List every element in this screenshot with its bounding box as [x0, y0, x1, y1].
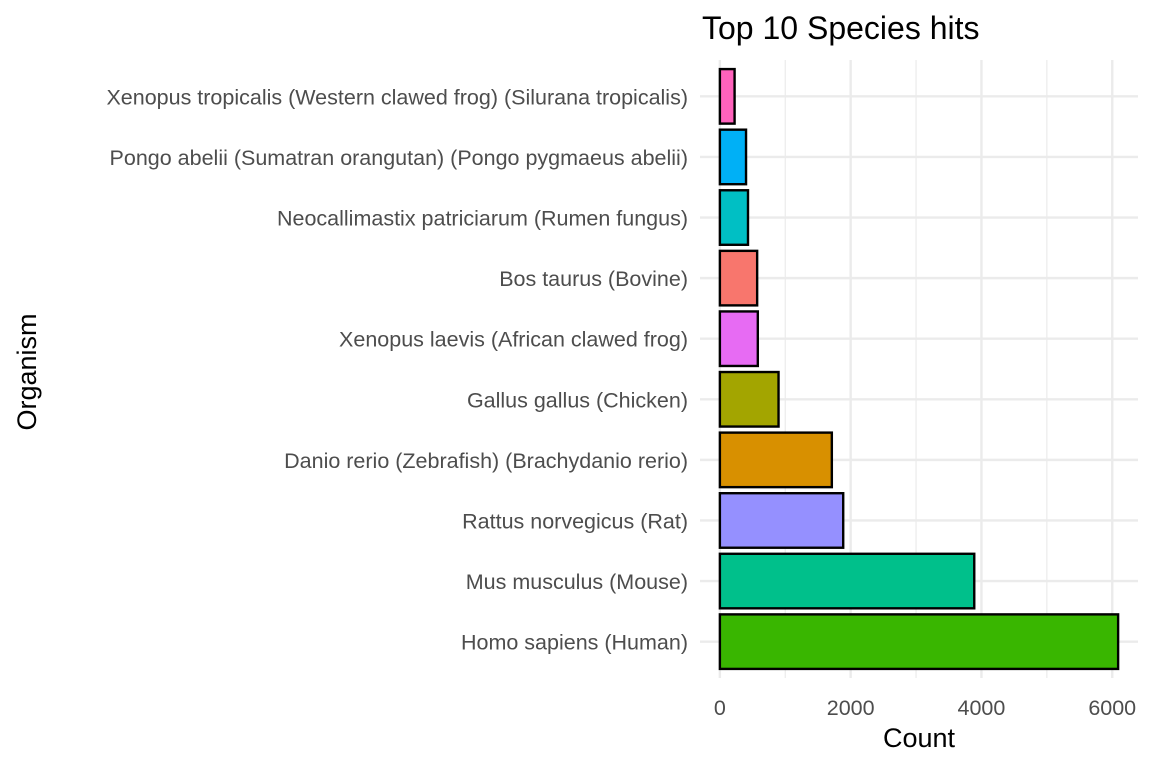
bar: [718, 431, 834, 489]
bar: [718, 249, 759, 307]
chart-title: Top 10 Species hits: [702, 10, 980, 46]
bar: [718, 370, 780, 428]
y-tick-label: Pongo abelii (Sumatran orangutan) (Pongo…: [110, 146, 688, 170]
x-tick-labels: 0 2000 4000 6000: [714, 696, 1136, 720]
x-tick-label: 4000: [958, 696, 1006, 720]
y-tick-label: Rattus norvegicus (Rat): [462, 509, 688, 533]
y-tick-label: Xenopus tropicalis (Western clawed frog)…: [106, 85, 688, 109]
x-axis-title: Count: [883, 723, 956, 753]
y-tick-label: Bos taurus (Bovine): [499, 267, 688, 291]
bar: [718, 552, 976, 610]
x-tick-label: 6000: [1088, 696, 1136, 720]
y-tick-label: Mus musculus (Mouse): [466, 570, 688, 594]
y-axis-title: Organism: [12, 313, 42, 430]
bar: [718, 67, 736, 125]
y-tick-label: Neocallimastix patriciarum (Rumen fungus…: [277, 207, 688, 231]
bar: [718, 128, 748, 186]
bar: [718, 613, 1120, 671]
bar: [718, 492, 845, 549]
bars: [718, 67, 1120, 671]
x-tick-label: 0: [714, 696, 726, 720]
bar: [718, 310, 760, 368]
y-tick-label: Gallus gallus (Chicken): [467, 388, 688, 412]
x-tick-label: 2000: [827, 696, 875, 720]
y-tick-labels: Homo sapiens (Human) Mus musculus (Mouse)…: [106, 85, 688, 654]
bar: [718, 189, 750, 246]
y-tick-label: Danio rerio (Zebrafish) (Brachydanio rer…: [284, 449, 688, 473]
y-tick-label: Xenopus laevis (African clawed frog): [339, 328, 688, 352]
y-tick-label: Homo sapiens (Human): [461, 631, 688, 655]
